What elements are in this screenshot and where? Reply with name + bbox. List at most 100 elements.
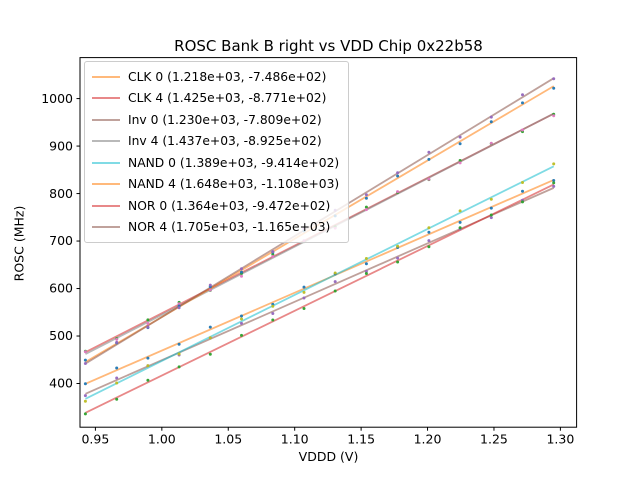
- data-point-clk-4: [458, 159, 462, 162]
- data-point-nor-4: [364, 193, 368, 197]
- legend: CLK 0 (1.218e+03, -7.486e+02) CLK 4 (1.42…: [84, 61, 350, 243]
- data-point-clk-0: [521, 189, 524, 193]
- fit-line-nand-0: [85, 165, 555, 400]
- legend-entry-inv-0: Inv 0 (1.230e+03, -7.809e+02): [92, 109, 339, 131]
- data-point-nor-0: [427, 245, 431, 249]
- data-point-nand-0: [552, 162, 556, 166]
- data-point-nand-0: [240, 317, 243, 321]
- x-tick-label: 1.00: [148, 432, 176, 447]
- x-tick-label: 1.20: [414, 432, 442, 447]
- legend-line-swatch: [92, 75, 120, 78]
- data-point-nand-4: [364, 196, 368, 200]
- axes-spines: [79, 57, 578, 428]
- data-point-inv-4: [521, 128, 524, 132]
- legend-line-swatch: [92, 140, 120, 143]
- data-point-clk-0: [458, 220, 462, 224]
- data-point-nand-4: [396, 174, 400, 178]
- data-point-nand-0: [333, 271, 337, 275]
- data-point-nand-0: [83, 399, 87, 403]
- data-point-inv-4: [396, 190, 400, 194]
- data-point-nor-0: [177, 365, 181, 369]
- data-point-clk-0: [208, 325, 212, 329]
- data-point-nor-4: [177, 306, 181, 310]
- data-point-nand-0: [115, 381, 119, 385]
- data-point-nand-0: [458, 209, 462, 213]
- data-point-nor-0: [240, 333, 243, 337]
- data-point-nand-0: [521, 181, 524, 184]
- data-point-inv-4: [177, 302, 181, 306]
- data-point-nor-4: [271, 250, 275, 254]
- x-tick-label: 1.10: [281, 432, 309, 447]
- data-point-nand-0: [364, 257, 368, 260]
- data-point-clk-4: [364, 205, 368, 209]
- data-point-nor-4: [458, 135, 462, 139]
- data-point-nand-4: [521, 101, 524, 105]
- data-point-inv-4: [552, 114, 556, 118]
- data-point-clk-4: [146, 318, 150, 322]
- legend-entry-nor-0: NOR 0 (1.364e+03, -9.472e+02): [92, 195, 339, 217]
- data-point-nand-4: [240, 270, 243, 274]
- data-point-inv-4: [83, 350, 87, 354]
- data-point-inv-0: [333, 280, 337, 284]
- legend-line-swatch: [92, 97, 120, 100]
- data-point-inv-0: [83, 394, 87, 398]
- data-point-nand-0: [489, 197, 493, 201]
- data-point-clk-4: [271, 252, 275, 256]
- data-point-nor-0: [364, 272, 368, 275]
- legend-entry-nor-4: NOR 4 (1.705e+03, -1.165e+03): [92, 217, 339, 239]
- data-point-nor-0: [458, 226, 462, 230]
- data-point-nor-4: [146, 325, 150, 329]
- y-tick-label: 500: [49, 328, 73, 343]
- data-point-inv-4: [458, 161, 462, 165]
- x-tick-label: 0.95: [81, 432, 109, 447]
- x-tick-label: 1.25: [480, 432, 508, 447]
- data-point-inv-4: [364, 208, 368, 212]
- legend-line-swatch: [92, 183, 120, 186]
- legend-line-swatch: [92, 226, 120, 229]
- data-point-inv-0: [240, 321, 243, 325]
- data-point-nand-0: [271, 304, 275, 308]
- data-point-nand-4: [552, 86, 556, 90]
- data-point-clk-0: [364, 262, 368, 266]
- legend-line-swatch: [92, 204, 120, 207]
- data-point-inv-4: [427, 177, 431, 181]
- y-tick-label: 800: [49, 186, 73, 201]
- data-point-nor-4: [240, 267, 243, 271]
- data-point-inv-0: [302, 296, 306, 300]
- data-point-clk-0: [115, 366, 119, 370]
- data-point-nor-0: [396, 260, 400, 264]
- data-point-nor-0: [115, 397, 119, 401]
- data-point-nand-0: [208, 336, 212, 340]
- data-point-nor-0: [302, 307, 306, 310]
- x-tick-label: 1.05: [214, 432, 242, 447]
- legend-label: CLK 0 (1.218e+03, -7.486e+02): [128, 69, 327, 84]
- data-point-nor-0: [271, 318, 275, 322]
- legend-entry-clk-4: CLK 4 (1.425e+03, -8.771e+02): [92, 88, 339, 110]
- data-point-nand-4: [427, 157, 431, 161]
- data-point-inv-4: [271, 255, 275, 258]
- data-point-nor-4: [396, 171, 400, 175]
- data-point-inv-4: [115, 337, 119, 341]
- data-point-nor-0: [552, 181, 556, 185]
- data-point-nor-4: [489, 115, 493, 119]
- data-point-inv-0: [364, 269, 368, 273]
- data-point-inv-0: [552, 184, 556, 188]
- legend-entry-nand-4: NAND 4 (1.648e+03, -1.108e+03): [92, 174, 339, 196]
- data-point-nand-0: [177, 352, 181, 356]
- data-point-nor-0: [208, 352, 212, 356]
- legend-entry-clk-0: CLK 0 (1.218e+03, -7.486e+02): [92, 66, 339, 88]
- y-tick-label: 900: [49, 138, 73, 153]
- data-point-inv-4: [240, 274, 243, 278]
- data-point-clk-0: [427, 230, 431, 234]
- data-point-inv-0: [396, 256, 400, 260]
- legend-entry-nand-0: NAND 0 (1.389e+03, -9.414e+02): [92, 152, 339, 174]
- data-point-nand-4: [458, 142, 462, 146]
- data-point-nand-4: [489, 120, 493, 124]
- x-tick-label: 1.30: [546, 432, 574, 447]
- data-point-inv-0: [427, 239, 431, 243]
- legend-entry-inv-4: Inv 4 (1.437e+03, -8.925e+02): [92, 131, 339, 153]
- legend-line-swatch: [92, 161, 120, 164]
- data-point-inv-0: [489, 216, 493, 220]
- data-point-nand-0: [302, 290, 306, 294]
- data-point-clk-0: [302, 285, 306, 289]
